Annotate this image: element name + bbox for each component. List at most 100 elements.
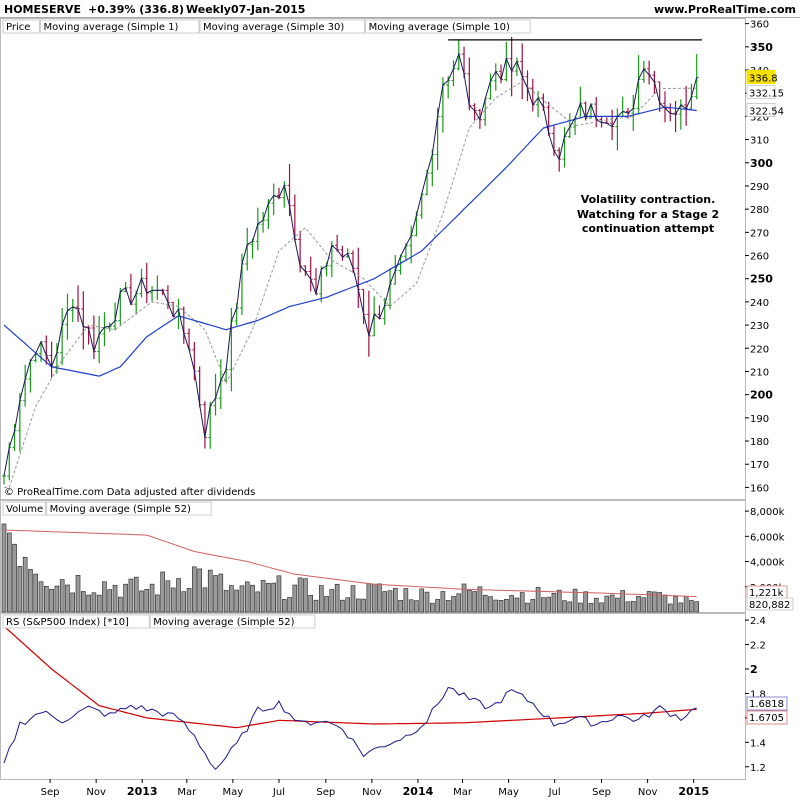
volume-bar (541, 597, 546, 613)
volume-bar (86, 594, 91, 613)
volume-bar (551, 592, 557, 613)
volume-bar (451, 596, 456, 613)
volume-bar (276, 575, 282, 613)
volume-bar (303, 578, 308, 613)
volume-bar (12, 543, 17, 613)
legend-label: Moving average (Simple 52) (50, 504, 191, 515)
x-tick-label: 2013 (127, 785, 158, 798)
volume-bar (329, 589, 335, 613)
last-price-box (746, 103, 776, 118)
volume-bar (477, 586, 483, 613)
volume-bar (176, 578, 181, 613)
x-tick-label: Jul (272, 787, 285, 798)
volume-bar (371, 583, 377, 613)
volume-bar (340, 599, 345, 613)
volume-y-label: 6,000k (750, 532, 785, 543)
x-tick-label: Nov (362, 787, 382, 798)
volume-bar (493, 599, 499, 613)
volume-bar (689, 600, 694, 613)
volume-bar (694, 601, 700, 613)
volume-bar (504, 599, 509, 613)
x-tick-label: Nov (638, 787, 658, 798)
volume-bar (377, 583, 382, 613)
legend-label: Volume (6, 504, 43, 515)
legend-box (149, 614, 316, 629)
legend-box (40, 19, 200, 34)
price-y-label: 300 (750, 157, 773, 170)
volume-bar (382, 591, 388, 613)
volume-bar (6, 532, 12, 613)
volume-bar (239, 585, 245, 613)
x-tick-label: Sep (316, 787, 335, 798)
volume-bar (350, 585, 356, 613)
volume-bar (620, 590, 625, 613)
volume-bar (445, 600, 451, 613)
price-y-label: 210 (750, 367, 769, 378)
site-label: www.ProRealTime.com (654, 3, 796, 16)
volume-bar (488, 596, 493, 613)
volume-bar (609, 594, 615, 613)
price-y-label: 270 (750, 228, 769, 239)
volume-bar (588, 603, 594, 613)
volume-bar (678, 602, 684, 613)
volume-bar (271, 582, 276, 613)
price-y-label: 350 (750, 41, 773, 54)
volume-bar (519, 592, 525, 613)
volume-bar (260, 580, 266, 613)
last-price-box (746, 69, 776, 84)
x-tick-label: May (223, 787, 244, 798)
legend-label: Price (6, 22, 30, 33)
volume-bar (599, 602, 604, 613)
volume-bar (652, 591, 657, 613)
plot-layer (1, 36, 702, 771)
volume-bar (186, 588, 192, 613)
annotation: Volatility contraction. Watching for a S… (577, 193, 719, 235)
volume-bar (393, 588, 398, 613)
volume-bar (181, 591, 187, 613)
volume-bar (75, 575, 81, 613)
axis-layer: 160 170 180 190 200 210 220 230 240 250 260 270 280 2… (41, 20, 794, 798)
price-panel-frame (0, 18, 746, 500)
legend-label: Moving average (Simple 10) (369, 22, 510, 33)
volume-bar (408, 599, 414, 613)
volume-bar (107, 589, 113, 613)
legend-box (365, 19, 531, 34)
rs-last-box (746, 696, 788, 711)
last-price-box (746, 84, 776, 99)
annotation-line-3: continuation attempt (582, 222, 714, 235)
volume-bar (250, 584, 255, 613)
volume-bar (440, 591, 446, 613)
volume-panel-frame (0, 500, 746, 613)
volume-bar (59, 579, 65, 613)
price-y-label: 190 (750, 414, 769, 425)
legend-label: Moving average (Simple 52) (153, 617, 294, 628)
volume-bar (28, 569, 33, 613)
volume-bar (165, 580, 171, 613)
volume-bar (133, 576, 139, 613)
price-y-label: 260 (750, 252, 769, 263)
volume-bar (213, 575, 218, 613)
volume-bar (414, 600, 419, 613)
volume-bar (281, 599, 287, 613)
x-tick-label: Sep (41, 787, 60, 798)
price-y-label: 250 (750, 273, 773, 286)
volume-bar (192, 566, 197, 613)
rs-y-label: 2 (750, 663, 758, 676)
rs-y-label: 2.4 (750, 616, 766, 627)
volume-bar (297, 577, 303, 613)
x-tick-label: Mar (177, 787, 197, 798)
volume-bar (49, 588, 54, 613)
legend-label: RS (S&P500 Index) [*10] (6, 617, 129, 628)
volume-y-label: 4,000k (750, 558, 785, 569)
volume-bar (366, 583, 372, 613)
x-tick-label: Mar (453, 787, 473, 798)
price-y-label: 360 (750, 20, 769, 31)
ma30-line (3, 106, 697, 377)
volume-bar (102, 581, 107, 613)
legend-label: Moving average (Simple 30) (203, 22, 344, 33)
x-tick-label: Sep (592, 787, 611, 798)
volume-last-box (746, 597, 794, 611)
x-tick-label: Nov (86, 787, 106, 798)
volume-bar (38, 581, 44, 613)
